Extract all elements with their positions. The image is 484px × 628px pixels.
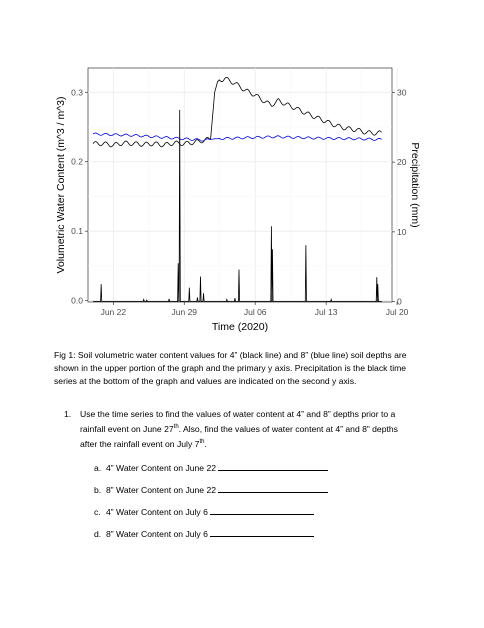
answer-item-d: d. 8” Water Content on July 6: [94, 528, 314, 539]
answer-blank[interactable]: [218, 462, 329, 471]
y-left-tick-label: 0.3: [71, 87, 83, 97]
question-line-3-b: .: [204, 438, 207, 449]
item-text: 8” Water Content on July 6: [106, 529, 208, 539]
y-left-tick-label: 0.2: [71, 157, 83, 167]
precipitation-series: [93, 109, 382, 302]
caption-line-1-text: Soil volumetric water content values for…: [77, 350, 407, 360]
question-line-2-b: . Also, find the values of water content…: [178, 423, 398, 434]
caption-line-2: shown in the upper portion of the graph …: [54, 363, 407, 373]
question-line-3-a: after the rainfall event on July 7: [80, 438, 200, 449]
item-text: 4” Water Content on June 22: [106, 463, 217, 473]
y-left-tick-label: 0.1: [71, 226, 83, 236]
caption-line-3: series at the bottom of the graph and va…: [54, 376, 357, 386]
y-right-tick-label: 10: [397, 227, 407, 237]
y-right-tick-label: 30: [397, 87, 407, 97]
superscript-th: th: [199, 438, 205, 445]
answer-item-b: b. 8” Water Content on June 22: [94, 484, 329, 495]
answer-item-a: a. 4” Water Content on June 22: [94, 462, 329, 473]
item-letter: a.: [94, 463, 102, 473]
plot-panel: [87, 67, 393, 303]
question-line-2: rainfall event on June 27th. Also, find …: [80, 421, 452, 436]
x-tick-label: Jul 06: [244, 307, 267, 317]
figure-caption: Fig 1: Soil volumetric water content val…: [54, 349, 454, 388]
x-tick-label: Jun 22: [101, 307, 127, 317]
y-right-tick-label: 0: [397, 297, 402, 307]
superscript-th: th: [173, 424, 179, 430]
item-text: 4” Water Content on July 6: [106, 507, 208, 517]
question-line-3: after the rainfall event on July 7th.: [80, 436, 452, 451]
y-axis-right-label: Precipitation (mm): [409, 142, 421, 227]
item-letter: c.: [94, 507, 101, 517]
item-letter: b.: [94, 485, 102, 495]
x-tick-label: Jul 13: [315, 307, 338, 317]
answer-blank[interactable]: [209, 506, 314, 515]
axes-layer: Jun 22 Jun 29 Jul 06 Jul 13 Jul 20 0.0 0.1 0.2 0…: [71, 87, 409, 317]
caption-prefix: Fig 1:: [54, 350, 78, 360]
x-tick-label: Jun 29: [172, 307, 198, 317]
soil-moisture-chart: Jun 22 Jun 29 Jul 06 Jul 13 Jul 20 0.0 0.1 0.2 0…: [55, 67, 421, 333]
question-line-1: Use the time series to find the values o…: [80, 409, 396, 419]
y-left-tick-label: 0.0: [71, 296, 83, 306]
question-text: Use the time series to find the values o…: [80, 408, 452, 451]
water-content-4in-line: [92, 77, 382, 148]
answer-blank[interactable]: [218, 484, 329, 493]
y-right-tick-label: 20: [397, 157, 407, 167]
question-line-2-a: rainfall event on June 27: [80, 423, 174, 434]
item-text: 8” Water Content on June 22: [106, 485, 217, 495]
grid-lines: [88, 68, 398, 302]
item-letter: d.: [94, 529, 102, 539]
question-number: 1.: [64, 409, 72, 419]
answer-blank[interactable]: [209, 528, 314, 537]
water-content-8in-line: [92, 132, 382, 142]
x-axis-label: Time (2020): [212, 321, 268, 333]
answer-item-c: c. 4” Water Content on July 6: [94, 506, 314, 517]
series-layer: [92, 77, 382, 302]
y-axis-left-label: Volumetric Water Content (m^3 / m^3): [55, 97, 67, 274]
caption-line-1: Fig 1: Soil volumetric water content val…: [54, 349, 454, 362]
x-tick-label: Jul 20: [386, 307, 409, 317]
